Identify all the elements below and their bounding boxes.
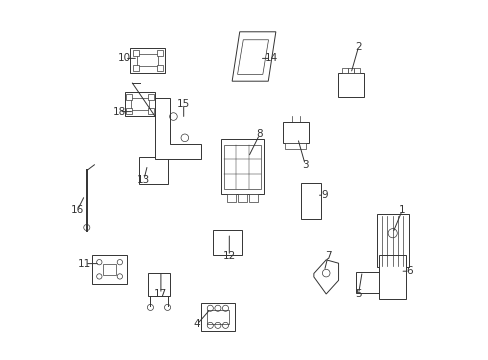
Bar: [379, 255, 405, 299]
Bar: [132, 65, 139, 71]
Bar: [126, 94, 132, 100]
Bar: [248, 194, 258, 202]
Bar: [126, 108, 132, 114]
Text: 9: 9: [320, 190, 327, 200]
Text: 16: 16: [71, 206, 84, 215]
Bar: [206, 310, 228, 324]
Text: 2: 2: [354, 42, 361, 52]
Text: 4: 4: [193, 319, 200, 329]
Text: 14: 14: [264, 53, 277, 63]
Bar: [226, 194, 236, 202]
Text: 12: 12: [222, 251, 235, 261]
Polygon shape: [313, 260, 338, 294]
Bar: [156, 50, 163, 56]
Bar: [147, 273, 170, 296]
Bar: [355, 272, 387, 293]
Text: 17: 17: [154, 289, 167, 299]
Bar: [124, 92, 155, 116]
Text: 13: 13: [137, 175, 150, 185]
Bar: [347, 68, 353, 73]
Bar: [300, 183, 321, 219]
Bar: [337, 73, 364, 97]
Bar: [342, 68, 347, 73]
Bar: [102, 264, 116, 275]
Text: 8: 8: [256, 129, 263, 139]
Bar: [132, 50, 139, 56]
Text: 6: 6: [406, 266, 412, 276]
Bar: [220, 139, 264, 194]
Bar: [92, 255, 126, 284]
Bar: [156, 65, 163, 71]
Bar: [147, 94, 153, 100]
Text: 3: 3: [302, 160, 308, 170]
Bar: [139, 157, 167, 184]
Bar: [213, 230, 241, 255]
Bar: [131, 98, 149, 110]
Text: 15: 15: [177, 99, 190, 109]
Text: 11: 11: [78, 258, 91, 269]
Bar: [238, 194, 246, 202]
Text: 1: 1: [398, 206, 405, 215]
Text: 7: 7: [324, 251, 331, 261]
Polygon shape: [232, 32, 275, 81]
Bar: [224, 145, 261, 189]
Bar: [137, 54, 158, 67]
Polygon shape: [237, 40, 268, 75]
Text: 10: 10: [118, 53, 131, 63]
Bar: [285, 143, 306, 149]
Bar: [376, 214, 408, 267]
Bar: [147, 108, 153, 114]
Bar: [130, 48, 164, 73]
Text: 5: 5: [354, 289, 361, 299]
Bar: [201, 302, 235, 331]
Bar: [282, 122, 308, 143]
Bar: [353, 68, 359, 73]
Text: 18: 18: [112, 107, 125, 117]
Polygon shape: [155, 98, 201, 159]
